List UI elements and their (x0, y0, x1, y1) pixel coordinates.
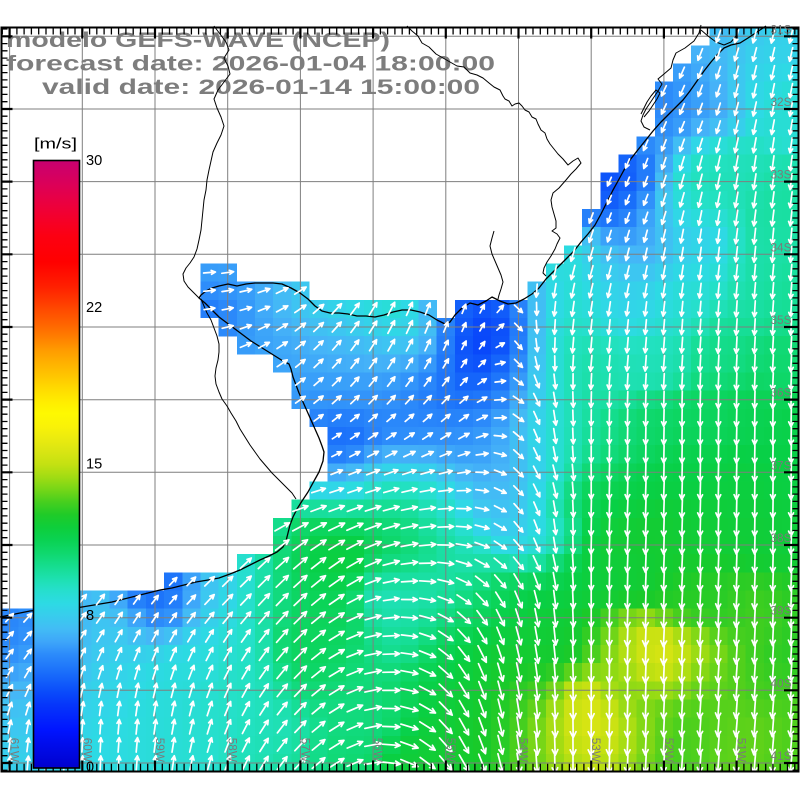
svg-text:57W: 57W (298, 738, 312, 763)
svg-text:61W: 61W (8, 738, 22, 763)
svg-text:51W: 51W (735, 738, 749, 763)
svg-text:41S: 41S (771, 749, 792, 763)
svg-text:0: 0 (86, 760, 94, 776)
svg-text:valid date: 2026-01-14 15:00:0: valid date: 2026-01-14 15:00:00 (42, 75, 480, 99)
svg-text:59W: 59W (153, 738, 167, 763)
svg-text:36S: 36S (771, 386, 792, 400)
svg-text:31S: 31S (771, 22, 792, 36)
svg-text:52W: 52W (662, 738, 676, 763)
svg-text:58W: 58W (226, 738, 240, 763)
svg-text:55W: 55W (444, 738, 458, 763)
svg-text:33S: 33S (771, 168, 792, 182)
svg-text:32S: 32S (771, 95, 792, 109)
svg-text:34S: 34S (771, 240, 792, 254)
svg-text:forecast date: 2026-01-04 18:0: forecast date: 2026-01-04 18:00:00 (6, 52, 495, 76)
svg-text:8: 8 (86, 608, 94, 624)
svg-text:37S: 37S (771, 458, 792, 472)
svg-text:56W: 56W (371, 738, 385, 763)
svg-text:35S: 35S (771, 313, 792, 327)
svg-text:53W: 53W (589, 738, 603, 763)
svg-text:22: 22 (86, 300, 102, 316)
svg-text:38S: 38S (771, 531, 792, 545)
svg-text:[m/s]: [m/s] (34, 136, 77, 153)
svg-text:15: 15 (86, 457, 102, 473)
svg-text:30: 30 (86, 153, 102, 169)
svg-text:39S: 39S (771, 604, 792, 618)
svg-text:54W: 54W (517, 738, 531, 763)
svg-text:40S: 40S (771, 676, 792, 690)
